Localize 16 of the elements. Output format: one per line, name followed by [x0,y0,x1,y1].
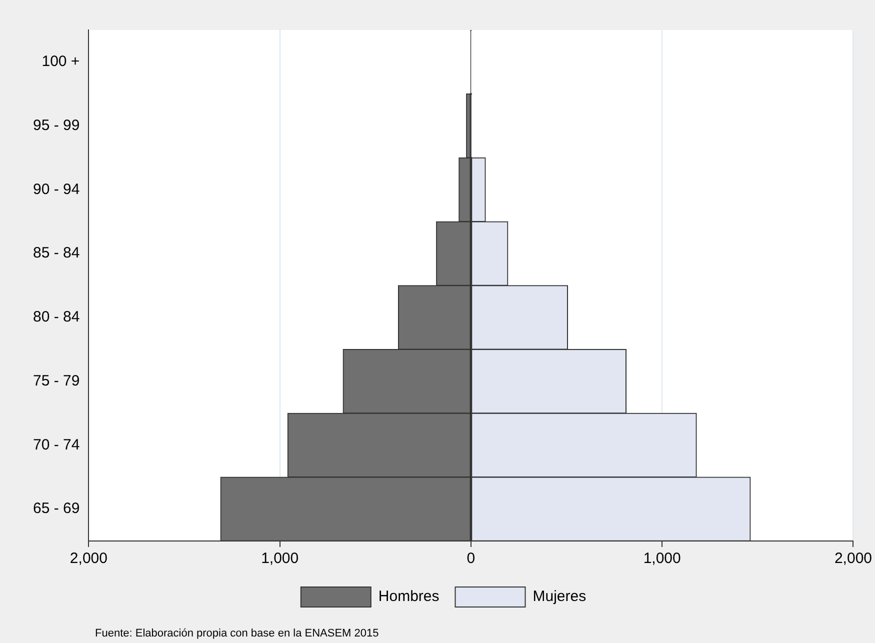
x-tick-label: 2,000 [70,550,108,568]
legend-label: Mujeres [532,588,586,606]
x-tick-label: 1,000 [643,550,681,568]
x-tick-label: 0 [466,550,476,568]
y-tick-label: 65 - 69 [32,500,80,518]
x-tick-label: 1,000 [261,550,299,568]
legend-label: Hombres [378,588,440,606]
y-tick-label: 70 - 74 [32,436,80,454]
y-tick-label: 100 + [42,53,80,70]
y-tick-label: 80 - 84 [32,308,80,326]
y-tick-label: 90 - 94 [32,180,80,198]
source-note: Fuente: Elaboración propia con base en la ENASEM 2015 [95,628,379,640]
y-tick-label: 95 - 99 [32,116,80,134]
y-tick-label: 85 - 84 [32,244,80,262]
y-tick-label: 75 - 79 [32,372,80,390]
x-tick-label: 2,000 [834,550,872,568]
